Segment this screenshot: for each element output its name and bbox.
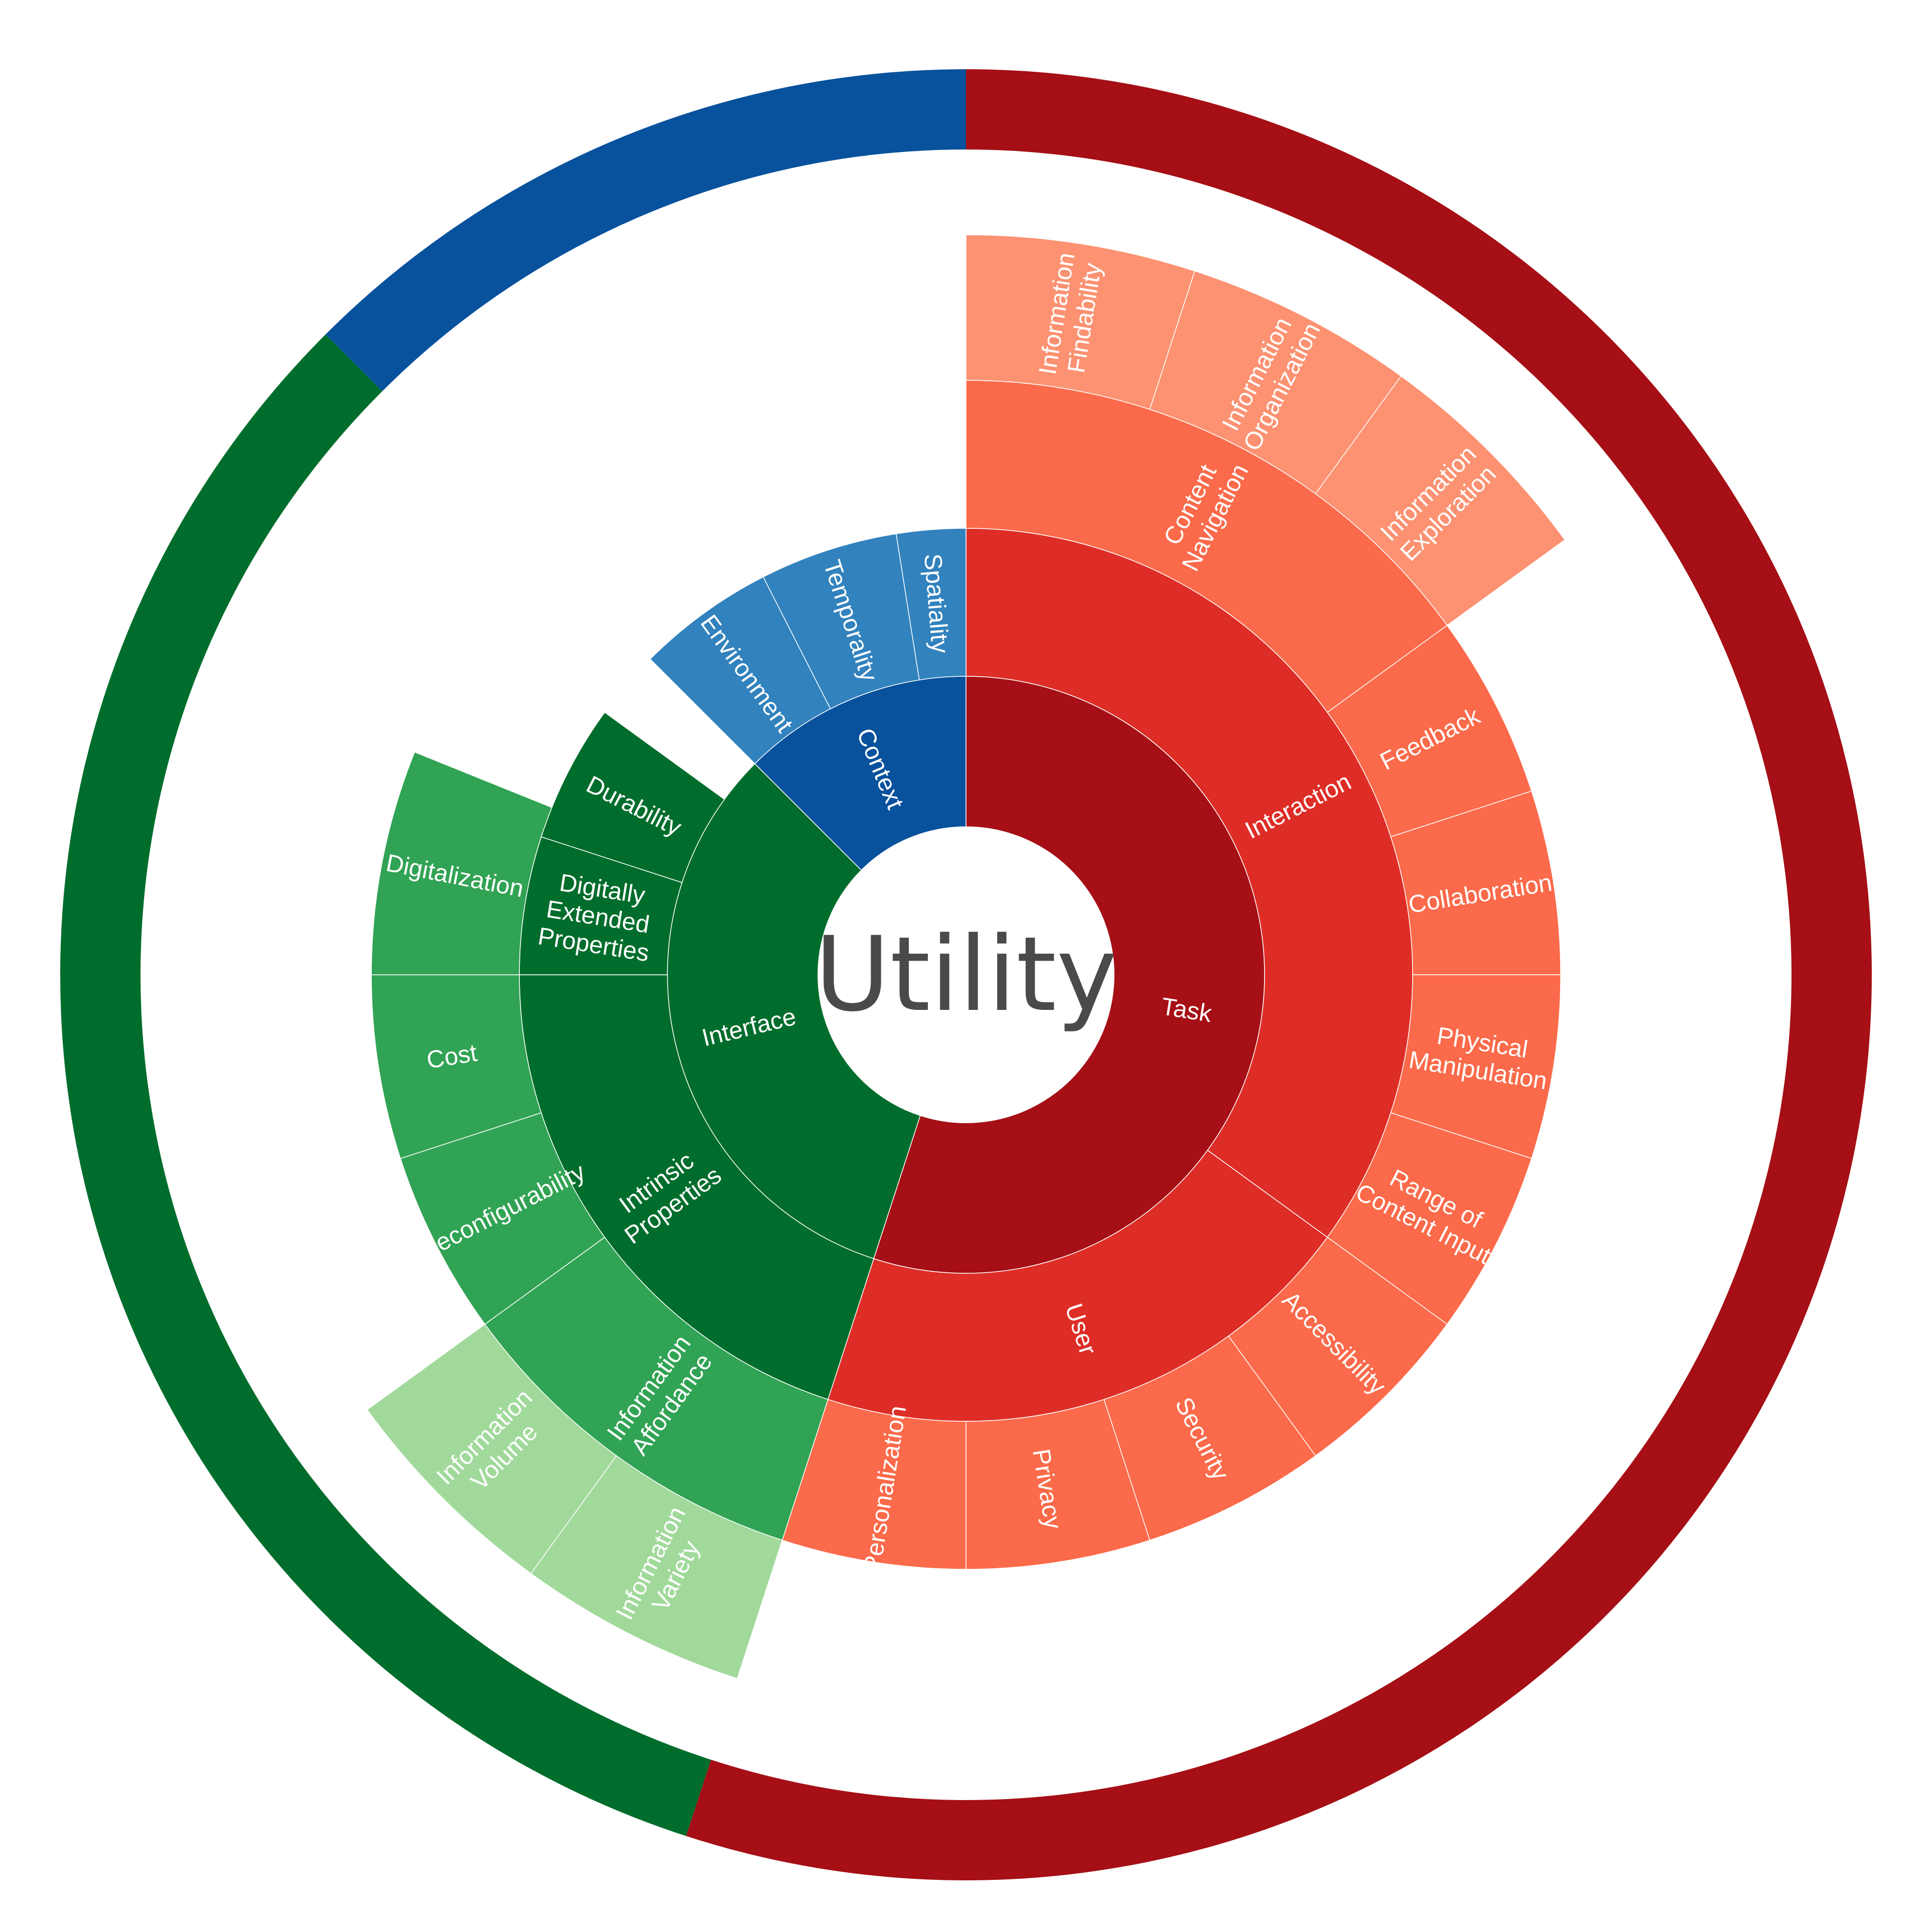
outer-ring-interface <box>60 334 711 1836</box>
center-hole <box>818 827 1114 1123</box>
segment-digitalization <box>371 752 553 975</box>
segment-information-volume <box>366 1323 617 1574</box>
center-title: Utility <box>815 915 1118 1034</box>
outer-ring-context <box>325 69 966 391</box>
segment-information-exploration <box>1315 375 1566 626</box>
sunburst-segments <box>366 234 1566 1679</box>
outer-ring <box>60 69 1872 1880</box>
segment-durability <box>540 711 725 883</box>
segment-spatiality <box>895 528 967 681</box>
